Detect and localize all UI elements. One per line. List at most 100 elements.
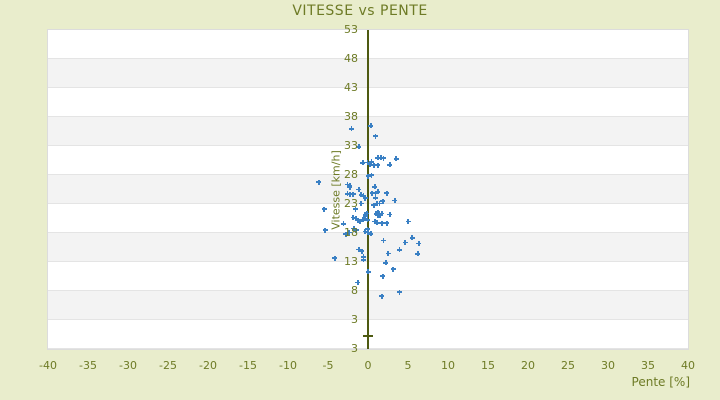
data-point: [381, 155, 386, 161]
data-point: [351, 225, 357, 231]
x-tick-label: -25: [159, 359, 177, 372]
data-point: [356, 187, 362, 193]
data-point: [375, 155, 381, 161]
data-point: [368, 123, 374, 129]
data-point: [385, 250, 391, 256]
y-tick-label: 43: [344, 81, 358, 94]
y-tick-label: 3: [351, 342, 358, 355]
data-point: [415, 251, 421, 257]
data-point: [361, 193, 366, 199]
data-point: [371, 202, 377, 208]
data-point: [361, 257, 366, 263]
data-point: [393, 156, 399, 162]
data-point: [353, 206, 358, 212]
data-point: [387, 162, 393, 168]
data-point: [387, 212, 393, 218]
origin-tick: [363, 335, 373, 337]
data-point: [374, 220, 380, 226]
x-axis-label: Pente [%]: [631, 375, 690, 389]
data-point: [350, 191, 356, 197]
data-point: [316, 179, 322, 185]
x-tick-label: -10: [279, 359, 297, 372]
data-point: [373, 133, 378, 139]
data-point: [350, 214, 356, 220]
data-point: [360, 217, 366, 223]
y-tick-label: 53: [344, 23, 358, 36]
data-point: [347, 184, 353, 190]
data-point: [365, 217, 370, 223]
chart-title: VITESSE vs PENTE: [292, 3, 428, 19]
x-tick-label: 20: [521, 359, 535, 372]
data-point: [353, 216, 359, 222]
data-point: [356, 246, 362, 252]
data-point: [377, 201, 382, 206]
data-point: [397, 289, 402, 295]
x-tick-label: -35: [79, 359, 97, 372]
data-point: [343, 231, 349, 237]
y-tick-label: 38: [344, 110, 358, 123]
data-point: [405, 218, 411, 224]
x-tick-label: 0: [364, 359, 372, 372]
data-point: [380, 198, 386, 204]
x-tick-label: 25: [561, 359, 575, 372]
y-tick-label: 18: [344, 226, 358, 239]
data-point: [380, 273, 386, 279]
data-point: [365, 159, 370, 165]
data-point: [383, 260, 389, 266]
zero-axis-line: [367, 30, 369, 349]
data-point: [322, 227, 328, 233]
data-point: [367, 161, 373, 167]
data-point: [362, 195, 368, 201]
x-tick-label: -30: [119, 359, 137, 372]
data-point: [402, 239, 408, 245]
data-point: [381, 238, 386, 244]
data-point: [373, 190, 378, 196]
data-point: [365, 226, 370, 232]
data-point: [379, 220, 385, 226]
data-point: [375, 209, 381, 215]
data-point: [349, 126, 354, 132]
y-axis-label: Vitesse [km/h]: [329, 150, 343, 230]
x-tick-label: -20: [199, 359, 217, 372]
data-point: [362, 228, 368, 234]
data-point: [384, 190, 390, 196]
x-tick-label: 40: [681, 359, 695, 372]
data-point: [392, 198, 398, 204]
y-tick-label: 3: [351, 313, 358, 326]
data-point: [371, 162, 377, 168]
data-point: [373, 195, 378, 201]
data-point: [409, 235, 415, 241]
plot-area: [48, 30, 688, 349]
data-point: [369, 172, 374, 178]
data-point: [365, 269, 371, 275]
data-point: [358, 201, 364, 206]
data-point: [357, 218, 363, 224]
data-point: [360, 160, 366, 166]
y-tick-label: 8: [351, 284, 358, 297]
data-point: [384, 220, 390, 226]
data-point: [375, 189, 381, 195]
data-point: [365, 173, 371, 179]
x-tick-label: -40: [39, 359, 57, 372]
y-tick-label: 33: [344, 139, 358, 152]
x-tick-label: 35: [641, 359, 655, 372]
y-tick-label: 23: [344, 197, 358, 210]
data-point: [369, 190, 375, 196]
data-point: [332, 255, 338, 261]
data-point: [379, 293, 385, 299]
data-point: [355, 279, 361, 285]
data-point: [372, 218, 378, 224]
data-point: [362, 213, 368, 219]
y-tick-label: 48: [344, 52, 358, 65]
y-tick-label: 28: [344, 168, 358, 181]
x-tick-label: -15: [239, 359, 257, 372]
data-point: [365, 230, 371, 235]
data-point: [379, 210, 385, 216]
data-point: [373, 211, 379, 217]
data-point: [359, 248, 365, 254]
x-tick-label: 30: [601, 359, 615, 372]
x-tick-label: 5: [404, 359, 412, 372]
data-point: [372, 184, 378, 190]
x-tick-label: -5: [322, 359, 334, 372]
data-point: [368, 231, 374, 237]
